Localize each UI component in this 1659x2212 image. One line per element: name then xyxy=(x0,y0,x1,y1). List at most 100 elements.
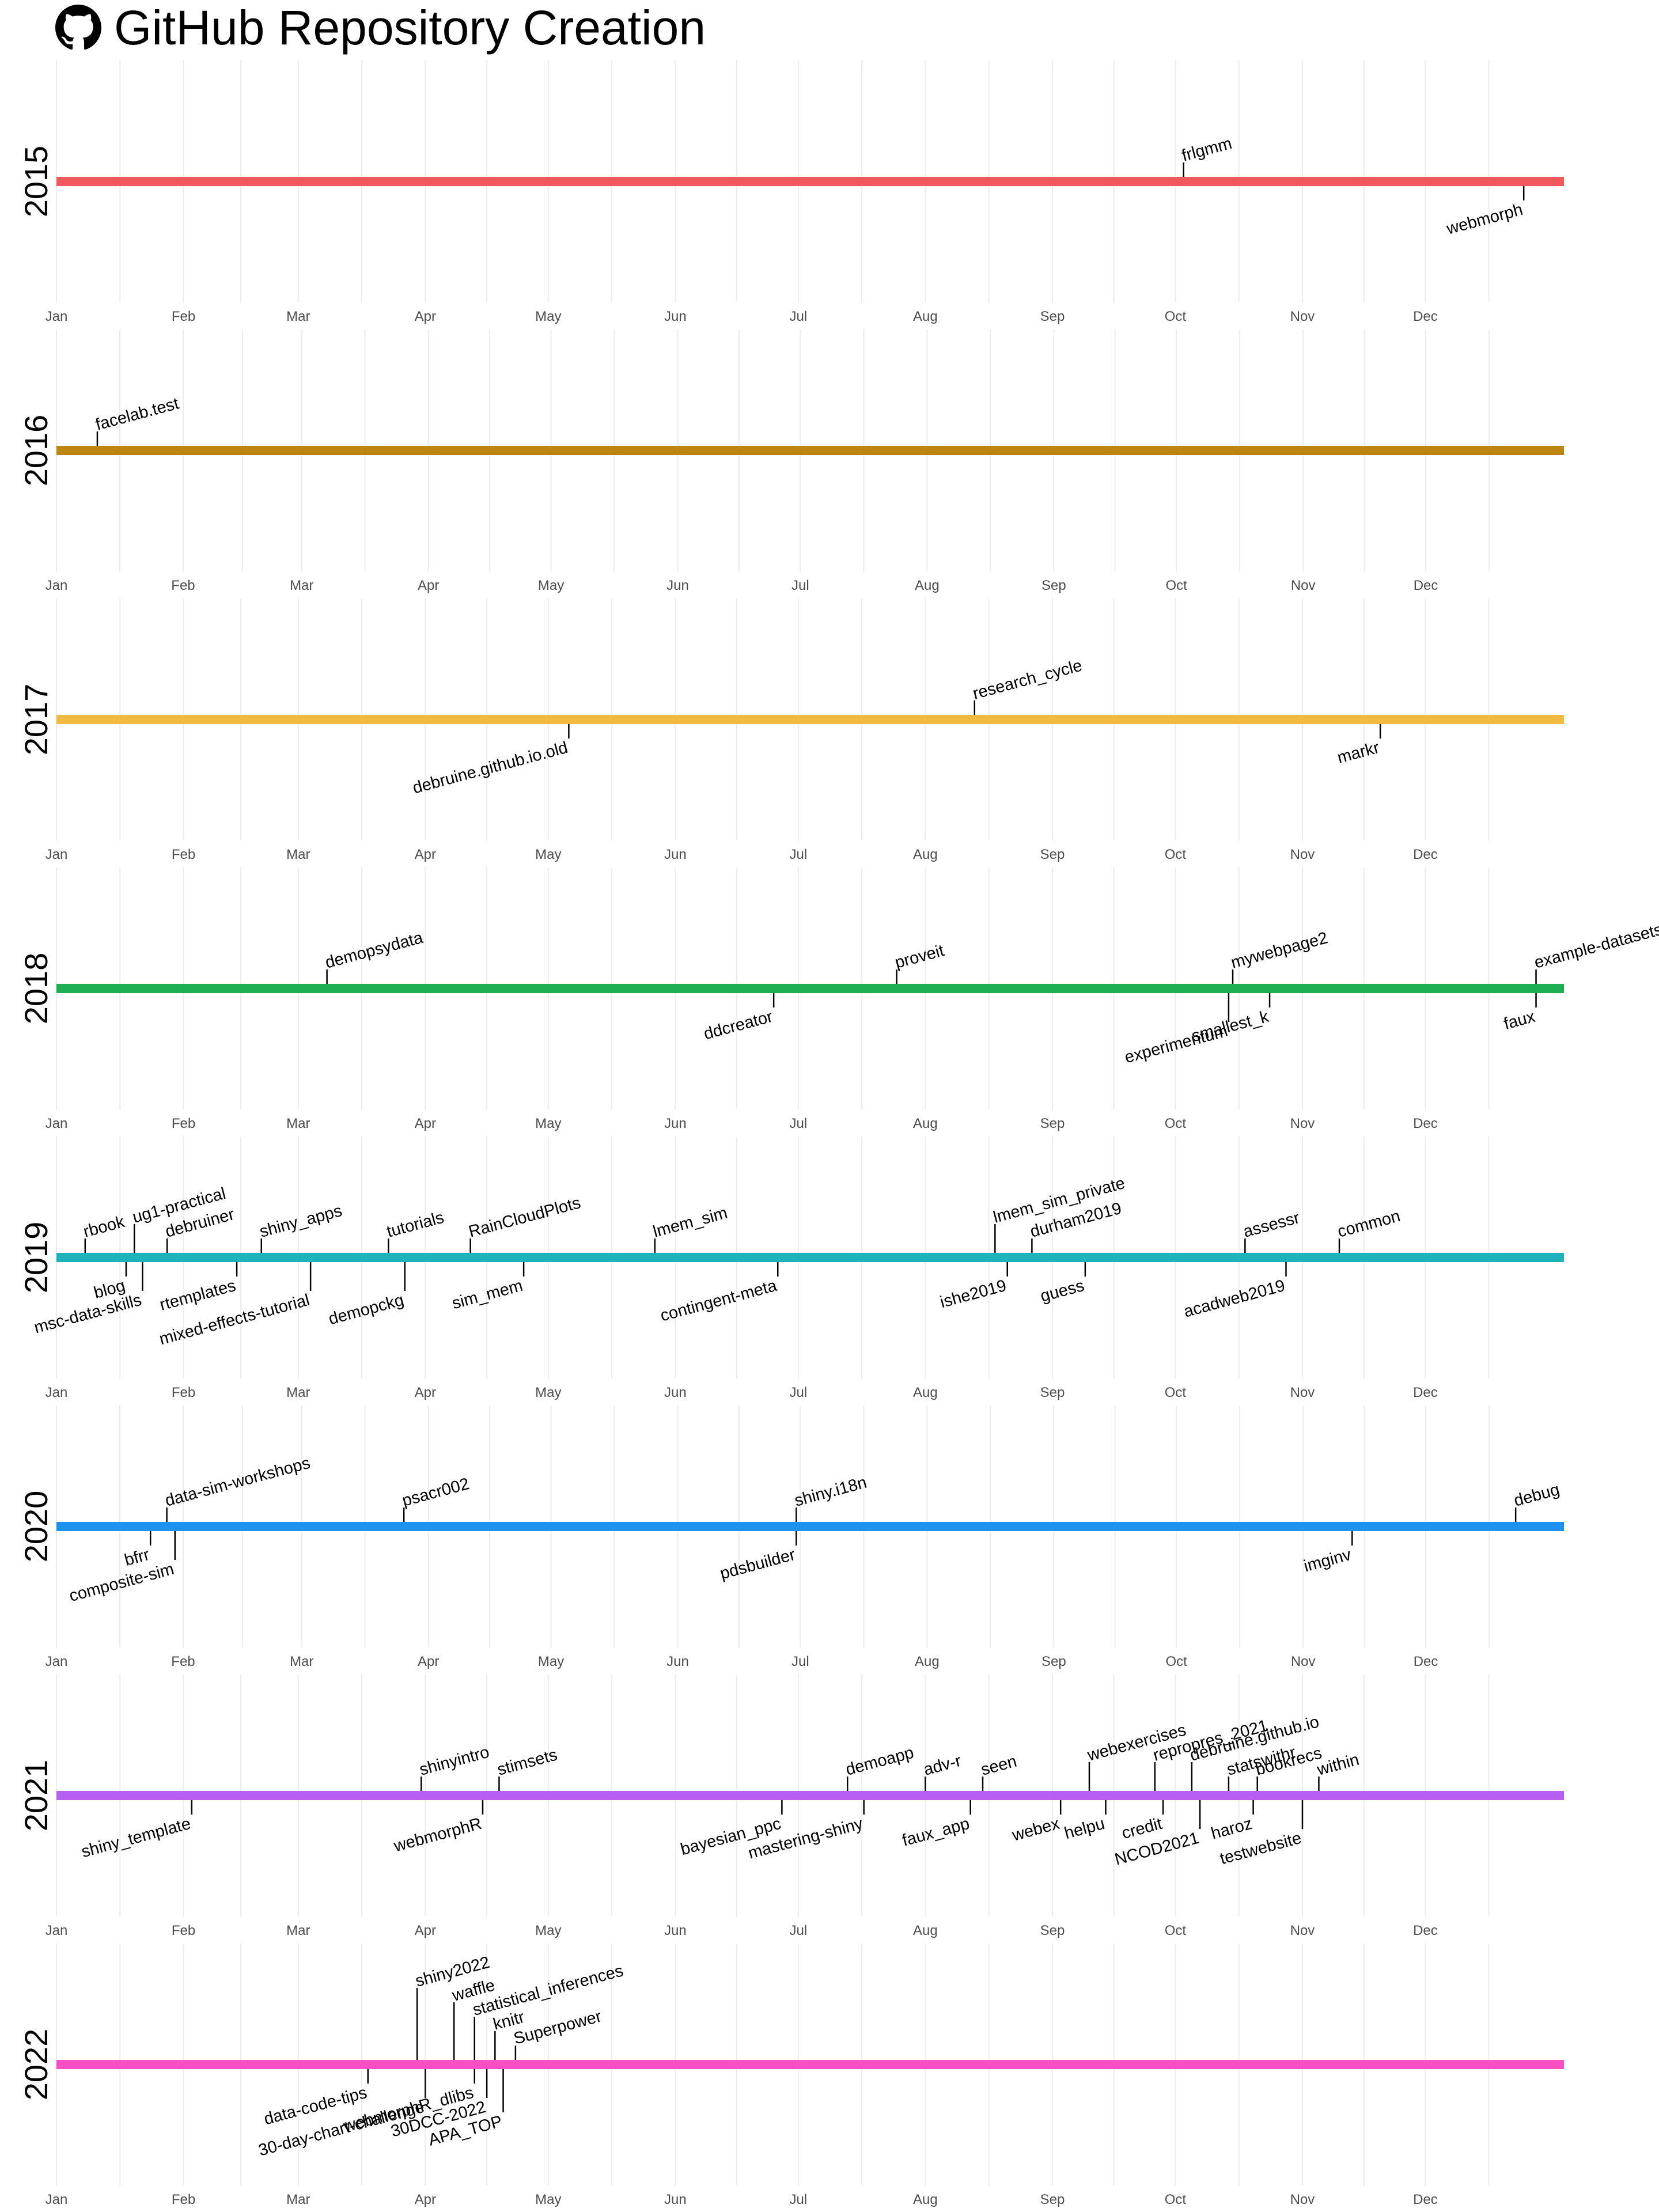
timeline-bar-2015 xyxy=(56,177,1564,186)
month-tick-label: Jan xyxy=(46,1116,68,1131)
year-label: 2020 xyxy=(18,1491,54,1563)
month-tick-label: Aug xyxy=(913,1385,938,1400)
month-tick-label: Aug xyxy=(915,1654,940,1669)
month-tick-label: Mar xyxy=(290,1654,313,1669)
repo-label: frlgmm xyxy=(1180,134,1234,165)
month-tick-label: Mar xyxy=(286,1116,310,1131)
timeline-bar-2022 xyxy=(56,2060,1564,2069)
repo-label: mywebpage2 xyxy=(1229,929,1330,972)
month-tick-label: Oct xyxy=(1165,2192,1187,2207)
month-tick-label: Mar xyxy=(286,847,310,862)
repo-label: imginv xyxy=(1302,1546,1354,1576)
repo-label: tutorials xyxy=(385,1209,446,1241)
repo-label: markr xyxy=(1335,738,1381,767)
month-tick-label: Aug xyxy=(913,1923,938,1938)
year-label: 2022 xyxy=(18,2029,54,2101)
month-tick-label: Feb xyxy=(172,1116,195,1131)
month-tick-label: Sep xyxy=(1040,309,1065,324)
month-tick-label: Jul xyxy=(791,1654,809,1669)
repo-label: facelab.test xyxy=(93,394,181,434)
month-tick-label: Dec xyxy=(1413,1385,1438,1400)
github-icon xyxy=(55,5,101,50)
month-tick-label: Nov xyxy=(1290,847,1315,862)
month-tick-label: Jul xyxy=(789,1385,807,1400)
month-tick-label: Apr xyxy=(415,1116,436,1131)
month-tick-label: Oct xyxy=(1166,578,1188,593)
month-tick-label: Jun xyxy=(664,847,687,862)
month-tick-label: Nov xyxy=(1290,2192,1315,2207)
month-tick-label: Dec xyxy=(1413,309,1438,324)
month-tick-label: Sep xyxy=(1041,578,1066,593)
month-tick-label: Jul xyxy=(789,1923,807,1938)
month-tick-label: Jun xyxy=(666,578,689,593)
repo-label: shiny_template xyxy=(79,1815,193,1861)
month-tick-label: Jul xyxy=(789,309,807,324)
month-tick-label: Jan xyxy=(46,309,68,324)
month-tick-label: Jun xyxy=(664,1116,687,1131)
month-tick-label: Feb xyxy=(172,2192,195,2207)
month-tick-label: Sep xyxy=(1040,2192,1065,2207)
repo-label: common xyxy=(1336,1207,1403,1241)
repo-label: example-datasets xyxy=(1532,921,1659,972)
year-label: 2019 xyxy=(18,1222,54,1294)
month-tick-label: Jun xyxy=(666,1654,689,1669)
month-tick-label: Apr xyxy=(418,1654,439,1669)
month-tick-label: Nov xyxy=(1290,1923,1315,1938)
month-tick-label: Feb xyxy=(172,1385,195,1400)
repo-label: faux_app xyxy=(900,1815,972,1850)
month-tick-label: Sep xyxy=(1040,1116,1065,1131)
timeline-bar-2016 xyxy=(56,446,1564,455)
chart-header: GitHub Repository Creation xyxy=(55,1,706,55)
repo-label: research_cycle xyxy=(971,656,1084,703)
month-tick-label: Dec xyxy=(1414,1654,1438,1669)
month-tick-label: May xyxy=(535,2192,561,2207)
repo-label: composite-sim xyxy=(67,1560,176,1605)
month-tick-label: Jun xyxy=(664,1923,687,1938)
month-tick-label: Jan xyxy=(46,1385,68,1400)
month-tick-label: Aug xyxy=(913,847,938,862)
repo-label: faux xyxy=(1502,1007,1537,1033)
year-label: 2021 xyxy=(18,1760,54,1832)
repo-label: ishe2019 xyxy=(938,1277,1009,1312)
repo-label: haroz xyxy=(1209,1815,1254,1843)
repo-label: msc-data-skills xyxy=(32,1291,143,1338)
month-tick-label: May xyxy=(535,1385,561,1400)
month-tick-label: Feb xyxy=(172,309,195,324)
month-tick-label: Jun xyxy=(664,1385,687,1400)
repo-label: pdsbuilder xyxy=(718,1546,798,1584)
month-tick-label: Mar xyxy=(286,309,310,324)
month-tick-label: Jun xyxy=(664,309,687,324)
repo-label: adv-r xyxy=(922,1752,963,1779)
repo-label: proveit xyxy=(893,941,946,972)
month-tick-label: Apr xyxy=(418,578,439,593)
month-tick-label: Feb xyxy=(172,1923,195,1938)
repo-label: shinyintro xyxy=(418,1743,491,1779)
month-tick-label: May xyxy=(535,1923,561,1938)
month-tick-label: Sep xyxy=(1040,1923,1065,1938)
month-tick-label: Feb xyxy=(171,578,195,593)
month-tick-label: Apr xyxy=(415,309,436,324)
year-label: 2016 xyxy=(18,415,54,487)
month-tick-label: Oct xyxy=(1165,1116,1187,1131)
repo-label: Superpower xyxy=(512,2007,604,2048)
repo-label: shiny.i18n xyxy=(793,1474,869,1510)
month-tick-label: Aug xyxy=(913,1116,938,1131)
year-label: 2015 xyxy=(18,146,54,218)
month-tick-label: Oct xyxy=(1166,1654,1188,1669)
repo-label: debruine.github.io.old xyxy=(411,738,570,798)
month-tick-label: Oct xyxy=(1165,1923,1187,1938)
repo-label: webmorph xyxy=(1444,200,1525,238)
repo-label: webex xyxy=(1010,1815,1062,1845)
repo-label: sim_mem xyxy=(450,1277,525,1313)
timeline-bar-2017 xyxy=(56,715,1564,724)
month-tick-label: Mar xyxy=(286,2192,310,2207)
timeline-bar-2021 xyxy=(56,1791,1564,1800)
repo-label: psacr002 xyxy=(400,1475,472,1510)
repo-label: demoapp xyxy=(844,1744,916,1779)
repo-label: data-sim-workshops xyxy=(163,1454,312,1510)
repo-label: demopsydata xyxy=(323,929,425,972)
repo-label: helpu xyxy=(1062,1815,1107,1843)
month-tick-label: Apr xyxy=(415,847,436,862)
repo-label: assessr xyxy=(1241,1209,1302,1241)
